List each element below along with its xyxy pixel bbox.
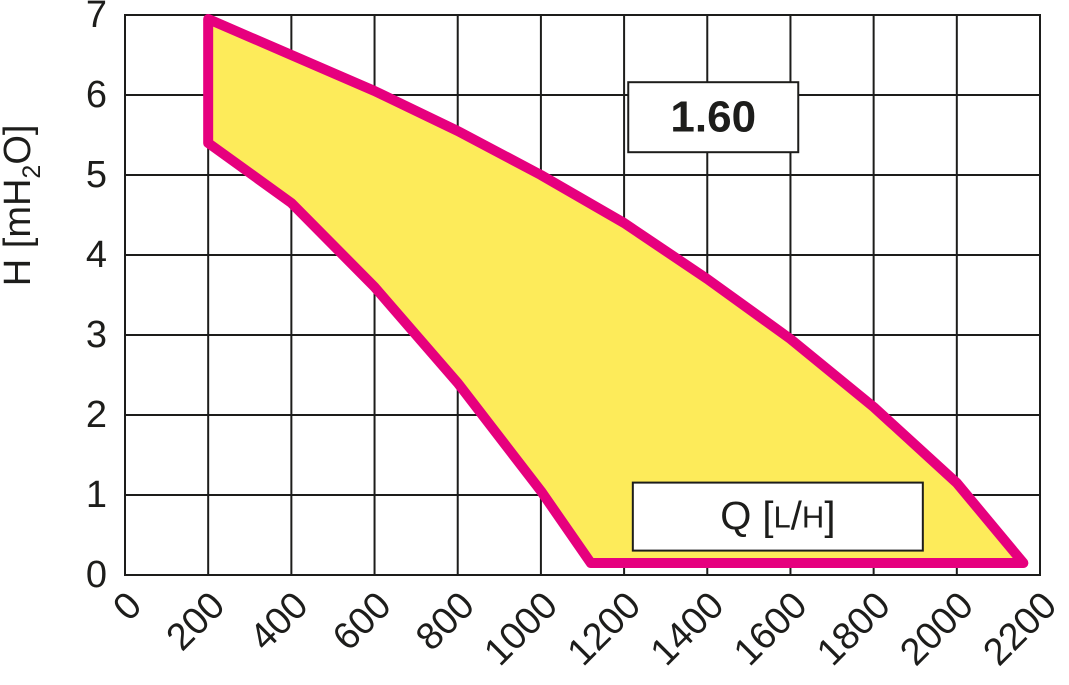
x-axis-label: Q [L/H]: [720, 495, 835, 539]
y-tick-label: 1: [86, 474, 107, 516]
y-tick-label: 7: [86, 0, 107, 36]
y-tick-label: 5: [86, 154, 107, 196]
chart-svg: 1.60Q [L/H]H [mH2O]012345670200400600800…: [0, 0, 1069, 685]
y-tick-label: 2: [86, 394, 107, 436]
y-tick-label: 6: [86, 74, 107, 116]
value-box-label: 1.60: [670, 93, 756, 142]
y-tick-label: 4: [86, 234, 107, 276]
pump-curve-chart: 1.60Q [L/H]H [mH2O]012345670200400600800…: [0, 0, 1069, 685]
y-tick-label: 0: [86, 554, 107, 596]
y-tick-label: 3: [86, 314, 107, 356]
